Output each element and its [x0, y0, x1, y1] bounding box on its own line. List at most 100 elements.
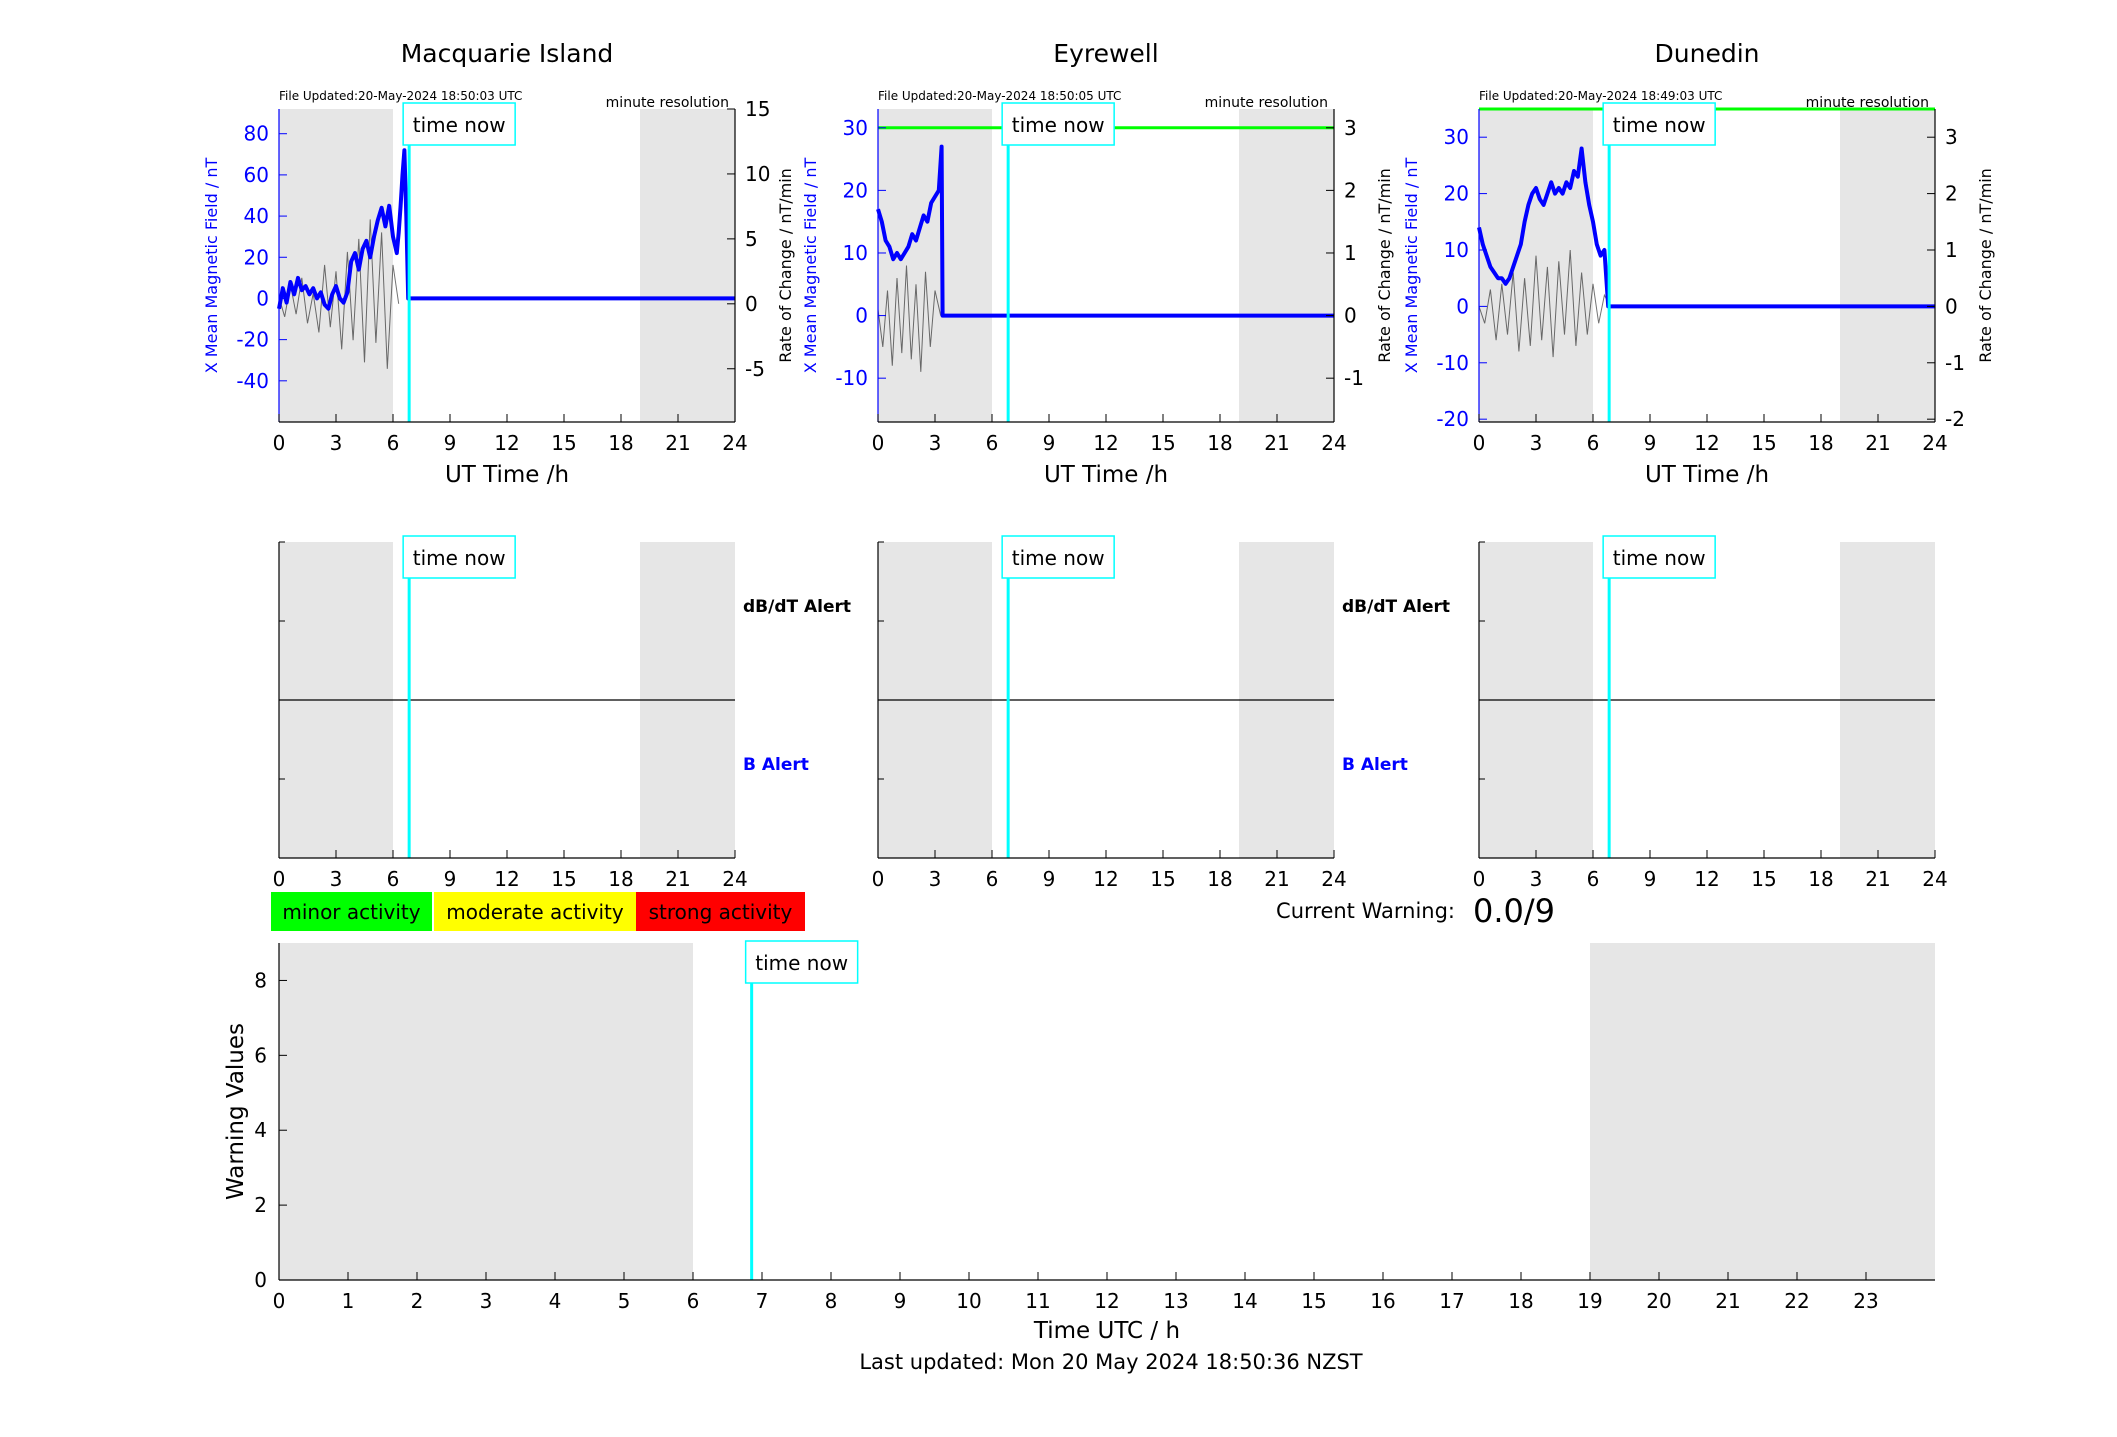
- x-tick-label: 9: [894, 1289, 907, 1313]
- x-tick-label: 7: [756, 1289, 769, 1313]
- station-title: Dunedin: [1655, 39, 1760, 68]
- right-y-tick-label: -2: [1945, 407, 1965, 431]
- warning-y-tick-label: 6: [254, 1043, 267, 1067]
- right-y-tick-label: 2: [1344, 178, 1357, 202]
- b-alert-label: B Alert: [743, 755, 809, 775]
- x-tick-label: 12: [1093, 867, 1118, 891]
- time-now-box: [402, 102, 516, 146]
- night-shade-region: [279, 943, 693, 1280]
- night-shade-region: [1590, 943, 1935, 1280]
- x-tick-label: 21: [1264, 867, 1289, 891]
- x-tick-label: 24: [1922, 867, 1947, 891]
- x-tick-label: 9: [444, 431, 457, 455]
- right-y-tick-label: 0: [1945, 294, 1958, 318]
- x-tick-label: 13: [1163, 1289, 1188, 1313]
- x-tick-label: 16: [1370, 1289, 1395, 1313]
- x-tick-label: 12: [1093, 431, 1118, 455]
- x-tick-label: 12: [1094, 1289, 1119, 1313]
- x-tick-label: 24: [1321, 431, 1346, 455]
- warning-y-tick-label: 4: [254, 1118, 267, 1142]
- left-y-tick-label: 0: [256, 286, 269, 310]
- legend-moderate-activity-swatch: [434, 892, 636, 931]
- x-tick-label: 18: [1808, 867, 1833, 891]
- x-tick-label: 5: [618, 1289, 631, 1313]
- x-tick-label: 15: [1150, 867, 1175, 891]
- x-tick-label: 24: [722, 431, 747, 455]
- x-tick-label: 15: [551, 431, 576, 455]
- time-now-box: [402, 535, 516, 579]
- x-tick-label: 0: [273, 867, 286, 891]
- left-y-tick-label: 0: [1456, 294, 1469, 318]
- left-y-tick-label: 20: [244, 245, 269, 269]
- right-y-tick-label: 3: [1945, 125, 1958, 149]
- right-y-tick-label: 5: [745, 227, 758, 251]
- night-shade-region: [279, 109, 393, 422]
- time-now-box: [1602, 535, 1716, 579]
- last-updated-text: Last updated: Mon 20 May 2024 18:50:36 N…: [859, 1350, 1362, 1374]
- time-now-box: [744, 940, 859, 984]
- x-tick-label: 18: [608, 431, 633, 455]
- x-tick-label: 9: [1043, 867, 1056, 891]
- x-axis-label: UT Time /h: [1645, 462, 1769, 488]
- warning-y-tick-label: 0: [254, 1268, 267, 1292]
- x-tick-label: 9: [444, 867, 457, 891]
- x-tick-label: 6: [387, 431, 400, 455]
- x-tick-label: 24: [722, 867, 747, 891]
- station-title: Eyrewell: [1053, 39, 1158, 68]
- time-now-label: time now: [1012, 546, 1105, 570]
- time-now-label: time now: [1613, 113, 1706, 137]
- x-tick-label: 11: [1025, 1289, 1050, 1313]
- warning-y-axis-label: Warning Values: [223, 1023, 249, 1200]
- legend-minor-activity-swatch: [271, 892, 432, 931]
- x-axis-label: UT Time /h: [1044, 462, 1168, 488]
- night-shade-region: [1479, 109, 1593, 422]
- night-shade-region: [1239, 109, 1334, 422]
- x-mean-field-line: [1477, 146, 1935, 309]
- x-tick-label: 15: [1751, 431, 1776, 455]
- left-y-tick-label: 60: [244, 163, 269, 187]
- x-tick-label: 19: [1577, 1289, 1602, 1313]
- right-y-tick-label: -5: [745, 357, 765, 381]
- right-y-tick-label: -1: [1344, 366, 1364, 390]
- time-now-box: [1001, 535, 1115, 579]
- x-tick-label: 9: [1644, 431, 1657, 455]
- x-tick-label: 15: [1301, 1289, 1326, 1313]
- x-tick-label: 18: [1808, 431, 1833, 455]
- x-tick-label: 18: [608, 867, 633, 891]
- right-y-axis-label: Rate of Change / nT/min: [1976, 168, 1995, 363]
- night-shade-region: [1840, 109, 1935, 422]
- x-tick-label: 24: [1321, 867, 1346, 891]
- left-y-tick-label: -10: [1436, 351, 1469, 375]
- legend-moderate-activity: moderate activity: [446, 900, 624, 924]
- x-tick-label: 21: [665, 431, 690, 455]
- left-y-tick-label: 30: [843, 116, 868, 140]
- x-tick-label: 21: [1264, 431, 1289, 455]
- left-y-tick-label: 40: [244, 204, 269, 228]
- resolution-text: minute resolution: [1806, 95, 1929, 111]
- right-y-tick-label: 1: [1945, 238, 1958, 262]
- dbdt-alert-label: dB/dT Alert: [743, 597, 851, 617]
- left-y-tick-label: -20: [236, 328, 269, 352]
- left-y-axis-label: X Mean Magnetic Field / nT: [801, 158, 820, 374]
- time-now-label: time now: [1012, 113, 1105, 137]
- rate-of-change-line: [877, 265, 942, 372]
- x-tick-label: 6: [687, 1289, 700, 1313]
- x-tick-label: 15: [551, 867, 576, 891]
- x-tick-label: 6: [387, 867, 400, 891]
- x-tick-label: 21: [1715, 1289, 1740, 1313]
- x-tick-label: 6: [1587, 431, 1600, 455]
- right-y-tick-label: 0: [1344, 304, 1357, 328]
- x-tick-label: 12: [494, 431, 519, 455]
- x-tick-label: 0: [872, 431, 885, 455]
- x-tick-label: 3: [929, 431, 942, 455]
- legend-strong-activity: strong activity: [649, 900, 793, 924]
- x-tick-label: 0: [273, 431, 286, 455]
- x-tick-label: 12: [1694, 867, 1719, 891]
- right-y-tick-label: 3: [1344, 116, 1357, 140]
- right-y-tick-label: 10: [745, 162, 770, 186]
- x-axis-label: UT Time /h: [445, 462, 569, 488]
- left-y-tick-label: 30: [1444, 125, 1469, 149]
- x-tick-label: 6: [986, 431, 999, 455]
- x-tick-label: 2: [411, 1289, 424, 1313]
